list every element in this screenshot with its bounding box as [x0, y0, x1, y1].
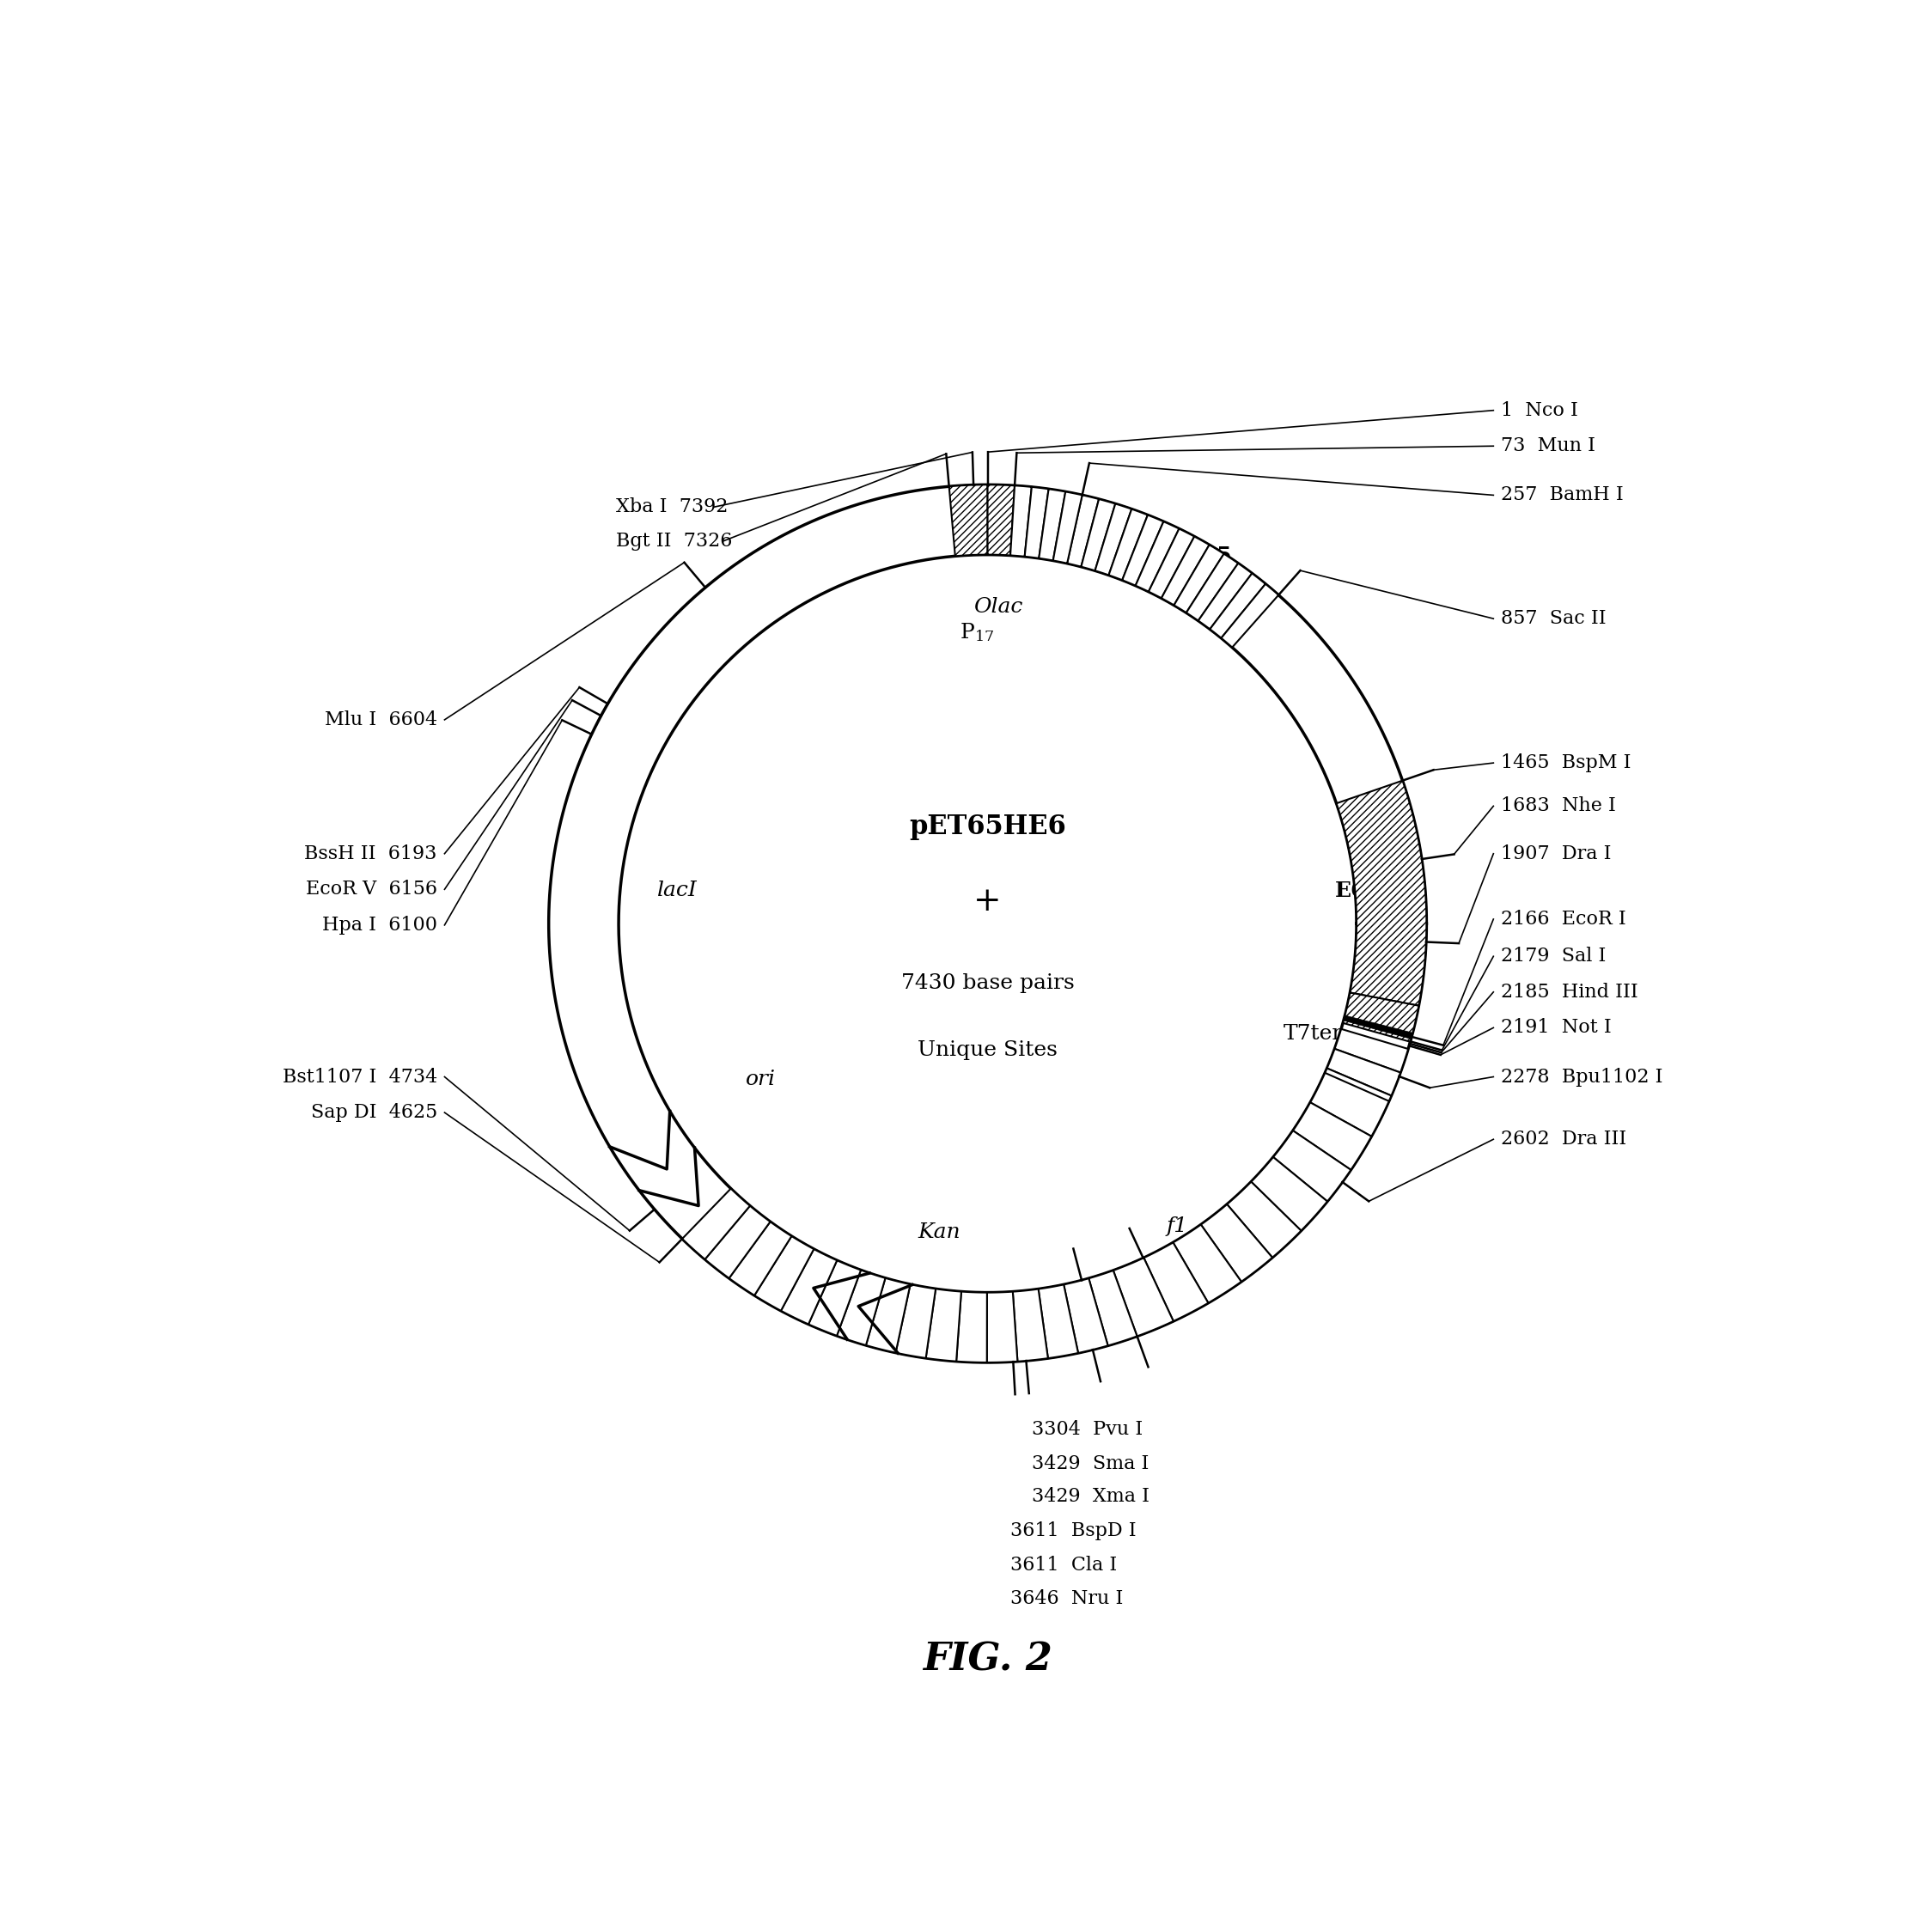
- Polygon shape: [1343, 993, 1418, 1041]
- Polygon shape: [1039, 489, 1066, 560]
- Text: Unique Sites: Unique Sites: [917, 1039, 1058, 1061]
- Text: EcoR V  6156: EcoR V 6156: [306, 879, 437, 898]
- Text: 257  BamH I: 257 BamH I: [1501, 485, 1624, 504]
- Text: Sap DI  4625: Sap DI 4625: [310, 1103, 437, 1122]
- Polygon shape: [755, 1236, 813, 1310]
- Polygon shape: [1293, 1103, 1372, 1171]
- Text: 3611  Cla I: 3611 Cla I: [1010, 1555, 1116, 1575]
- Polygon shape: [1025, 487, 1048, 558]
- Polygon shape: [948, 485, 987, 556]
- Text: 2179  Sal I: 2179 Sal I: [1501, 947, 1605, 966]
- Text: Hpa I  6100: Hpa I 6100: [322, 916, 437, 935]
- Polygon shape: [1052, 493, 1083, 564]
- Text: 73  Mun I: 73 Mun I: [1501, 437, 1596, 456]
- Polygon shape: [809, 1260, 861, 1335]
- Text: 3304  Pvu I: 3304 Pvu I: [1033, 1420, 1143, 1439]
- Text: Bst1107 I  4734: Bst1107 I 4734: [281, 1066, 437, 1086]
- Text: FIG. 2: FIG. 2: [923, 1642, 1052, 1679]
- Text: Kan: Kan: [917, 1223, 960, 1242]
- Polygon shape: [1310, 1072, 1389, 1136]
- Polygon shape: [1297, 1105, 1370, 1161]
- Text: 1  Nco I: 1 Nco I: [1501, 402, 1578, 419]
- Polygon shape: [1122, 516, 1164, 585]
- Text: 3429  Sma I: 3429 Sma I: [1033, 1455, 1148, 1472]
- Text: 2166  EcoR I: 2166 EcoR I: [1501, 910, 1626, 929]
- Polygon shape: [956, 1293, 987, 1362]
- Polygon shape: [1335, 1030, 1409, 1072]
- Text: 2185  Hind III: 2185 Hind III: [1501, 983, 1638, 1001]
- Polygon shape: [1089, 1271, 1137, 1345]
- Polygon shape: [1201, 1204, 1272, 1281]
- Polygon shape: [1210, 574, 1266, 638]
- Polygon shape: [1095, 504, 1131, 576]
- Polygon shape: [1343, 1016, 1412, 1039]
- Polygon shape: [705, 1206, 771, 1279]
- Text: 857  Sac II: 857 Sac II: [1501, 609, 1607, 628]
- Polygon shape: [1187, 554, 1239, 620]
- Polygon shape: [1337, 781, 1426, 1007]
- Text: Mlu I  6604: Mlu I 6604: [324, 711, 437, 728]
- Polygon shape: [780, 1250, 836, 1323]
- Polygon shape: [987, 1293, 1017, 1362]
- Polygon shape: [1318, 1068, 1391, 1119]
- Polygon shape: [1039, 1285, 1079, 1358]
- Text: Olac: Olac: [973, 597, 1023, 616]
- Polygon shape: [728, 1221, 792, 1294]
- Polygon shape: [1135, 522, 1179, 591]
- Polygon shape: [1162, 537, 1210, 605]
- Polygon shape: [1014, 1289, 1048, 1362]
- Text: 1465  BspM I: 1465 BspM I: [1501, 753, 1630, 773]
- Text: ori: ori: [746, 1070, 777, 1090]
- Text: $\mathregular{P_{17}}$: $\mathregular{P_{17}}$: [960, 620, 994, 643]
- Text: Xba I  7392: Xba I 7392: [615, 498, 728, 516]
- Polygon shape: [865, 1279, 910, 1352]
- Text: E6: E6: [1335, 881, 1366, 900]
- Text: 3646  Nru I: 3646 Nru I: [1010, 1590, 1123, 1609]
- Text: BCG65: BCG65: [1148, 545, 1231, 566]
- Polygon shape: [1199, 564, 1253, 630]
- Text: 3611  BspD I: 3611 BspD I: [1010, 1520, 1135, 1540]
- Polygon shape: [1328, 1049, 1401, 1095]
- Polygon shape: [1274, 1130, 1351, 1202]
- Polygon shape: [1064, 1279, 1108, 1352]
- Text: BssH II  6193: BssH II 6193: [304, 844, 437, 864]
- Text: 1683  Nhe I: 1683 Nhe I: [1501, 796, 1617, 815]
- Polygon shape: [1081, 498, 1116, 570]
- Text: 2191  Not I: 2191 Not I: [1501, 1018, 1611, 1037]
- Polygon shape: [987, 485, 1016, 554]
- Polygon shape: [1145, 1242, 1208, 1321]
- Polygon shape: [1068, 495, 1098, 566]
- Polygon shape: [1174, 1225, 1241, 1302]
- Polygon shape: [1222, 583, 1278, 647]
- Polygon shape: [1227, 1182, 1301, 1258]
- Polygon shape: [1010, 485, 1031, 556]
- Polygon shape: [1174, 545, 1224, 612]
- Text: 2278  Bpu1102 I: 2278 Bpu1102 I: [1501, 1066, 1663, 1086]
- Polygon shape: [1308, 1088, 1382, 1140]
- Text: T7ter: T7ter: [1283, 1024, 1343, 1043]
- Polygon shape: [1285, 1124, 1357, 1182]
- Polygon shape: [1108, 508, 1148, 580]
- Text: 1907  Dra I: 1907 Dra I: [1501, 844, 1611, 864]
- Text: pET65HE6: pET65HE6: [910, 813, 1066, 840]
- Text: 7430 base pairs: 7430 base pairs: [902, 974, 1073, 993]
- Polygon shape: [896, 1285, 937, 1358]
- Text: f1  origin: f1 origin: [1166, 1217, 1266, 1236]
- Polygon shape: [1148, 529, 1195, 599]
- Text: lacI: lacI: [657, 881, 698, 900]
- Polygon shape: [682, 1188, 750, 1260]
- Text: Bgt II  7326: Bgt II 7326: [615, 531, 732, 551]
- Text: 2602  Dra III: 2602 Dra III: [1501, 1130, 1626, 1150]
- Polygon shape: [836, 1269, 884, 1345]
- Polygon shape: [1114, 1258, 1174, 1337]
- Text: 3429  Xma I: 3429 Xma I: [1033, 1488, 1150, 1505]
- Polygon shape: [925, 1289, 962, 1362]
- Text: +: +: [973, 885, 1002, 918]
- Polygon shape: [1251, 1157, 1328, 1231]
